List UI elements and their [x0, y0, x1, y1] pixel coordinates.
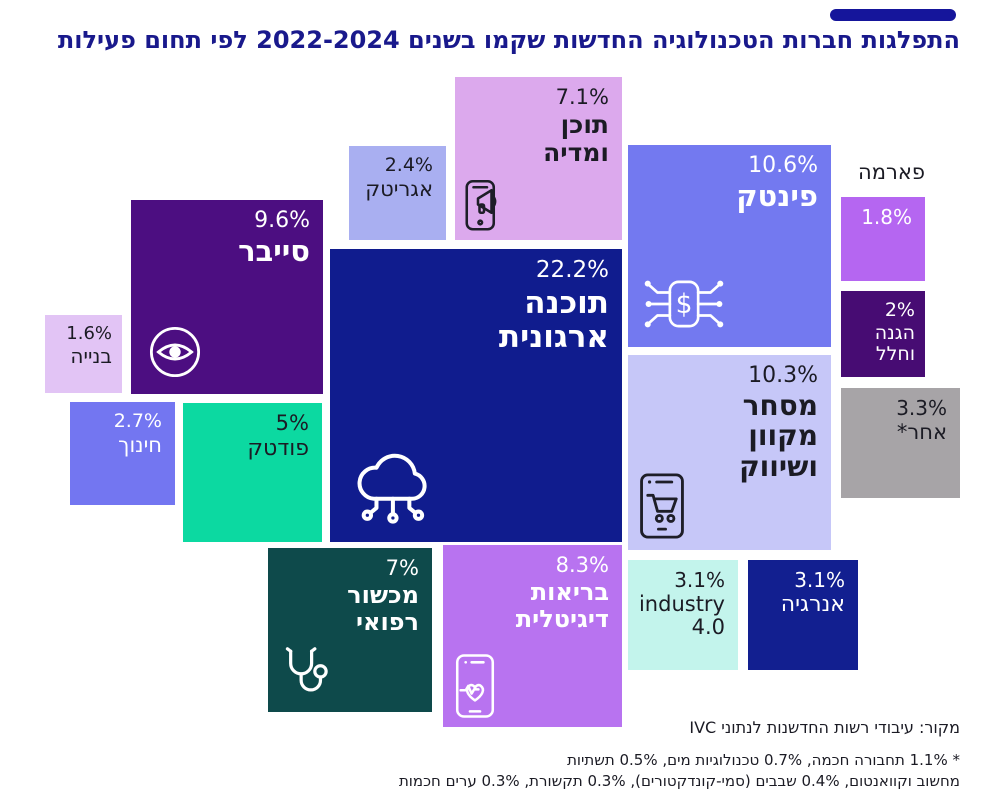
- svg-text:$: $: [676, 289, 693, 320]
- tile-percent: 2%: [884, 299, 915, 321]
- tile-cyber: 9.6% סייבר: [131, 200, 323, 394]
- tile-foodtech: 5% פודטק: [183, 403, 322, 542]
- tile-label: מסחר מקוון ושיווק: [739, 388, 818, 484]
- tile-label: בריאות דיגיטלית: [515, 578, 609, 633]
- tile-label: industry 4.0: [638, 592, 725, 640]
- tile-label: בנייה: [70, 344, 112, 369]
- tile-fintech: 10.6% פינטק $: [628, 145, 831, 347]
- tile-percent: 3.1%: [674, 568, 725, 592]
- tile-label: סייבר: [238, 233, 310, 268]
- tile-percent: 1.8%: [861, 205, 912, 229]
- eye-icon: [149, 326, 201, 378]
- tile-content-media: 7.1% תוכן ומדיה: [455, 77, 622, 240]
- tile-label: פינטק: [736, 178, 818, 213]
- tile-label: פודטק: [247, 436, 309, 462]
- tile-label: תוכנה ארגונית: [498, 284, 609, 355]
- tile-pharma-outside-label: פארמה: [858, 160, 925, 184]
- tile-percent: 2.4%: [384, 154, 433, 176]
- tile-percent: 5%: [275, 411, 309, 435]
- tile-percent: 22.2%: [535, 257, 609, 283]
- footnote-line-1: * 1.1% תחבורה חכמה, 0.7% טכנולוגיות מים,…: [567, 751, 960, 769]
- tablet-cart-icon: [640, 473, 684, 539]
- tile-industry-4-0: 3.1% industry 4.0: [628, 560, 738, 670]
- tile-percent: 10.3%: [748, 363, 818, 388]
- tile-digital-health: 8.3% בריאות דיגיטלית: [443, 545, 622, 727]
- tile-construction: 1.6% בנייה: [45, 315, 122, 393]
- tile-percent: 7%: [385, 556, 419, 580]
- tile-education: 2.7% חינוך: [70, 402, 175, 505]
- tile-percent: 9.6%: [254, 208, 310, 233]
- tile-label: אגריטק: [365, 176, 433, 201]
- tile-percent: 3.1%: [794, 568, 845, 592]
- tile-label: הגנה וחלל: [874, 321, 915, 365]
- tile-pharma: 1.8%: [841, 197, 925, 281]
- tile-percent: 1.6%: [66, 323, 112, 344]
- tile-enterprise-software: 22.2% תוכנה ארגונית: [330, 249, 622, 542]
- tile-percent: 10.6%: [748, 153, 818, 178]
- tile-label: תוכן ומדיה: [543, 110, 609, 167]
- page-title: התפלגות חברות הטכנולוגיה החדשות שקמו בשנ…: [57, 26, 960, 54]
- phone-heart-icon: [455, 654, 495, 718]
- tile-percent: 3.3%: [896, 396, 947, 420]
- tile-other: 3.3% אחר*: [841, 388, 960, 498]
- chip-dollar-icon: $: [644, 280, 724, 328]
- cloud-network-icon: [357, 453, 427, 524]
- accent-bar: [830, 9, 956, 21]
- tile-medical-devices: 7% מכשור רפואי: [268, 548, 432, 712]
- tile-label: אחר*: [896, 420, 947, 444]
- tile-label: אנרגיה: [780, 592, 845, 617]
- tile-label: חינוך: [118, 432, 162, 457]
- tile-percent: 2.7%: [113, 410, 162, 432]
- stethoscope-icon: [285, 647, 328, 692]
- tile-ecommerce-marketing: 10.3% מסחר מקוון ושיווק: [628, 355, 831, 550]
- tile-agritech: 2.4% אגריטק: [349, 146, 446, 240]
- tile-label: מכשור רפואי: [347, 581, 419, 636]
- tile-percent: 8.3%: [555, 553, 609, 577]
- tile-defense-space: 2% הגנה וחלל: [841, 291, 925, 377]
- footnote-line-2: מחשוב וקוואנטום, 0.4% שבבים (סמי-קונדקטו…: [398, 772, 960, 790]
- tile-energy: 3.1% אנרגיה: [748, 560, 858, 670]
- source-note: מקור: עיבודי רשות החדשנות לנתוני IVC: [689, 718, 960, 737]
- phone-megaphone-icon: [465, 179, 497, 231]
- tile-percent: 7.1%: [555, 85, 609, 109]
